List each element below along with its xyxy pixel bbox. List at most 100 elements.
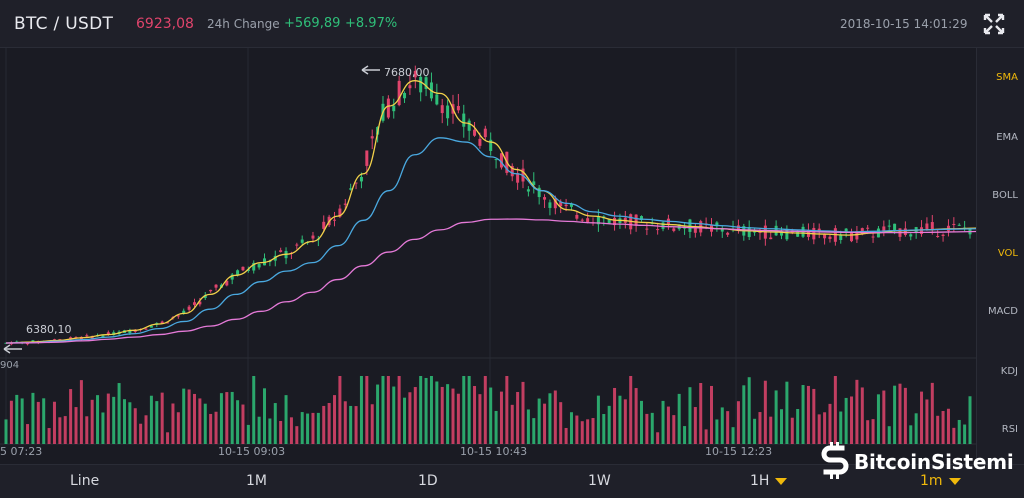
volume-bar [580, 421, 584, 444]
volume-bar [548, 393, 552, 444]
volume-bar [252, 376, 256, 444]
candle-body [343, 203, 347, 205]
volume-bar [677, 393, 681, 444]
candle-body [225, 280, 229, 286]
candle-body [58, 339, 62, 341]
volume-bar [365, 376, 369, 444]
volume-bar [893, 385, 897, 444]
candle-body [462, 113, 466, 127]
indicator-kdj[interactable]: KDJ [1000, 366, 1018, 377]
indicator-boll[interactable]: BOLL [992, 190, 1018, 201]
candle-body [209, 289, 213, 292]
volume-bar [489, 387, 493, 444]
volume-bar [742, 385, 746, 444]
candle-body [887, 225, 891, 227]
volume-bar [392, 386, 396, 444]
volume-bar [413, 387, 417, 444]
volume-bar [693, 407, 697, 444]
volume-bar [354, 406, 358, 444]
volume-bar [925, 399, 929, 444]
volume-bar [381, 376, 385, 444]
candle-body [176, 315, 180, 317]
ma-mid-line [5, 137, 976, 344]
candle-body [957, 224, 961, 226]
volume-bar [645, 413, 649, 444]
timeframe-bar: Line 1M 1D 1W 1H 1m [0, 464, 1024, 498]
candle-body [85, 335, 89, 337]
volume-bar [15, 394, 19, 444]
volume-bar [968, 396, 972, 444]
indicator-macd[interactable]: MACD [988, 306, 1018, 317]
indicator-sma[interactable]: SMA [996, 72, 1018, 83]
watermark: BitcoinSistemi [818, 440, 1018, 490]
timeframe-1h[interactable]: 1H [750, 473, 788, 489]
change-absolute: +569,89 [284, 16, 341, 31]
volume-bar [467, 376, 471, 444]
candle-body [580, 219, 584, 221]
volume-bar [311, 412, 315, 444]
volume-bar [419, 376, 423, 444]
volume-bar [882, 390, 886, 444]
volume-bar [47, 428, 51, 444]
volume-bar [155, 401, 159, 444]
candle-body [370, 136, 374, 139]
candle-body [214, 284, 218, 288]
pair-title: BTC / USDT [14, 14, 114, 34]
candle-body [903, 228, 907, 235]
volume-bar [537, 398, 541, 444]
candle-body [526, 189, 530, 192]
volume-bar [817, 414, 821, 444]
timeframe-1w[interactable]: 1W [588, 473, 611, 489]
candle-body [871, 236, 875, 238]
volume-bar [295, 426, 299, 444]
volume-bar [559, 402, 563, 444]
volume-bar [182, 388, 186, 444]
candle-body [101, 335, 105, 338]
candle-body [510, 166, 514, 177]
volume-bar [575, 415, 579, 444]
high-arrowhead [361, 65, 369, 75]
price-chart[interactable] [0, 48, 976, 464]
timeframe-1d[interactable]: 1D [418, 473, 438, 489]
candle-body [548, 202, 552, 208]
volume-bar [850, 396, 854, 444]
volume-bar [753, 418, 757, 444]
volume-bar [462, 376, 466, 444]
volume-bar [63, 416, 67, 444]
volume-bar [424, 377, 428, 444]
timeframe-1m-month[interactable]: 1M [246, 473, 267, 489]
volume-bar [898, 383, 902, 444]
volume-bar [688, 387, 692, 444]
volume-bar [806, 385, 810, 444]
volume-bar [758, 412, 762, 444]
volume-bar [796, 409, 800, 444]
indicator-vol[interactable]: VOL [997, 248, 1018, 259]
candle-body [279, 250, 283, 252]
indicator-rsi[interactable]: RSI [1001, 424, 1018, 435]
candle-body [661, 222, 665, 229]
timeframe-line[interactable]: Line [70, 473, 100, 489]
candle-body [198, 301, 202, 305]
candle-body [440, 105, 444, 114]
volume-bar [866, 420, 870, 444]
candle-body [672, 228, 676, 231]
candle-body [823, 234, 827, 239]
candle-body [688, 219, 692, 232]
high-price-annotation: 7680,00 [384, 66, 430, 79]
candle-body [246, 269, 250, 272]
watermark-text: BitcoinSistemi [854, 450, 1014, 474]
indicator-ema[interactable]: EMA [996, 132, 1018, 143]
expand-icon[interactable] [983, 13, 1005, 35]
candle-body [828, 236, 832, 239]
volume-bar [483, 376, 487, 444]
candle-body [564, 204, 568, 207]
volume-bar [715, 419, 719, 444]
price-chart-svg[interactable] [0, 48, 976, 464]
timeframe-1m-minute[interactable]: 1m [920, 473, 961, 489]
timestamp: 2018-10-15 14:01:29 [840, 17, 968, 31]
volume-bar [4, 419, 8, 444]
volume-bar [731, 427, 735, 444]
ticker-header: BTC / USDT 6923,08 24h Change +569,89 +8… [0, 0, 1024, 48]
candle-body [473, 129, 477, 136]
volume-bar [26, 424, 30, 444]
